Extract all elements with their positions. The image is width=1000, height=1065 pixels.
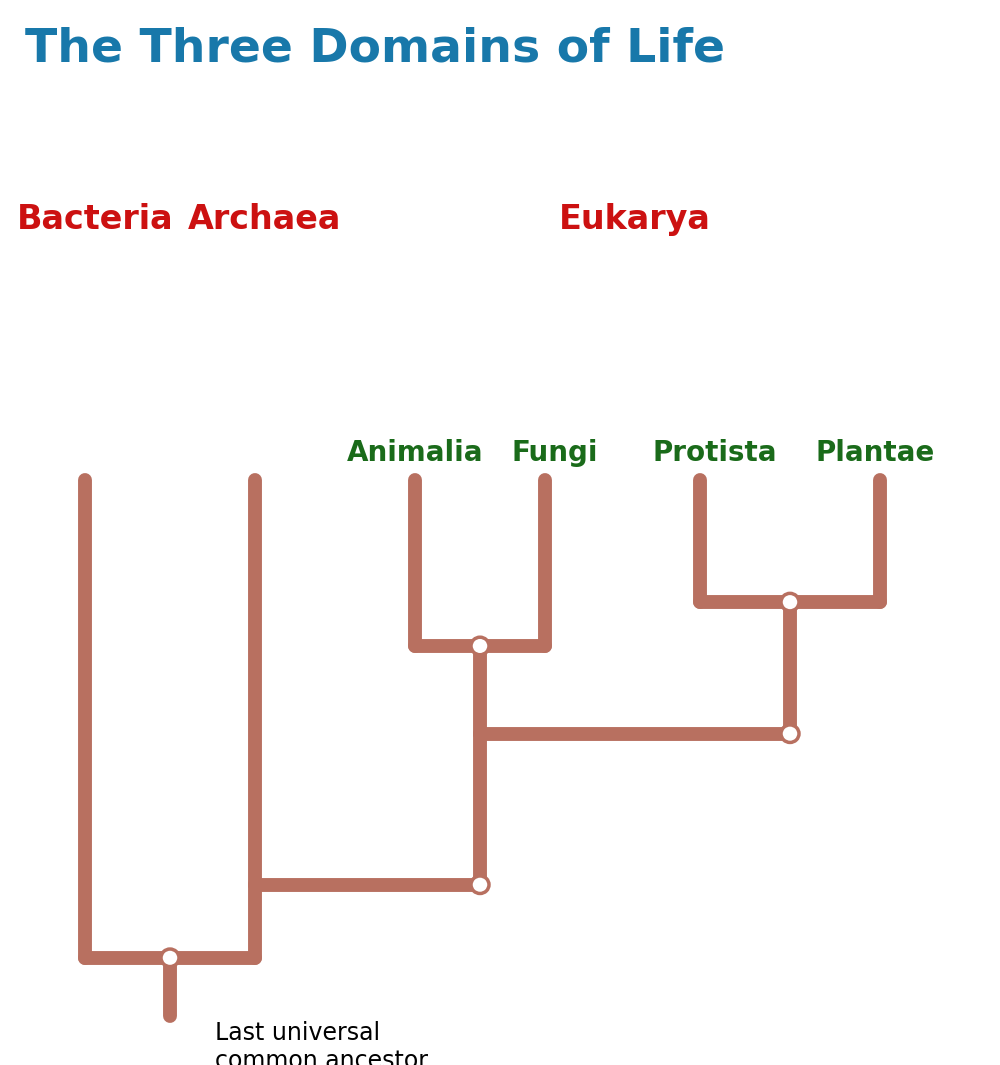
Text: Last universal
common ancestor: Last universal common ancestor	[215, 1021, 428, 1065]
Circle shape	[781, 593, 799, 611]
Circle shape	[471, 637, 489, 655]
Circle shape	[471, 875, 489, 894]
Text: Archaea: Archaea	[188, 202, 342, 235]
Circle shape	[161, 949, 179, 967]
Text: Bacteria: Bacteria	[17, 202, 173, 235]
Text: Fungi: Fungi	[512, 439, 598, 468]
Text: Animalia: Animalia	[347, 439, 483, 468]
Circle shape	[781, 725, 799, 742]
Text: The Three Domains of Life: The Three Domains of Life	[25, 27, 725, 71]
Text: Protista: Protista	[653, 439, 777, 468]
Text: Eukarya: Eukarya	[559, 202, 711, 235]
Text: Plantae: Plantae	[815, 439, 935, 468]
